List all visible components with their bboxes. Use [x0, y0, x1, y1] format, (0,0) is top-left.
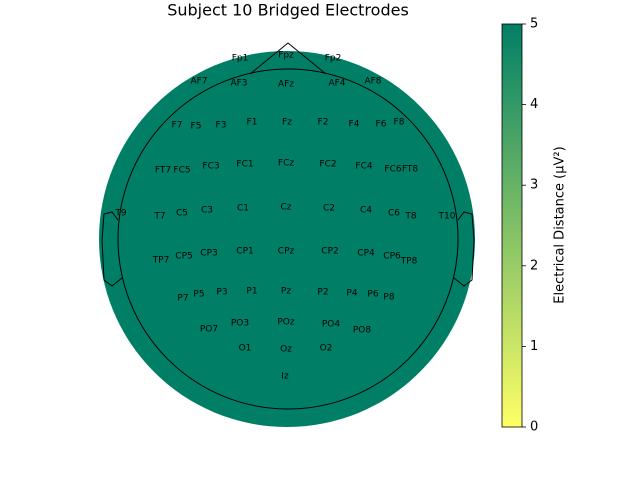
electrode-label: AFz: [278, 80, 294, 90]
electrode-label: Pz: [281, 287, 291, 297]
colorbar: [501, 23, 523, 428]
electrode-label: T9: [114, 209, 126, 219]
electrode-label: FT8: [402, 165, 419, 175]
electrode-label: CP3: [200, 249, 217, 259]
electrode-label: FT7: [155, 166, 171, 176]
electrode-label: C1: [237, 204, 249, 214]
electrode-label: F3: [216, 121, 227, 131]
electrode-label: T7: [153, 212, 165, 222]
colorbar-tick-label: 3: [530, 178, 538, 193]
electrode-label: PO3: [231, 319, 249, 329]
electrode-label: CP2: [321, 247, 338, 257]
electrode-label: CP5: [175, 252, 192, 262]
electrode-label: CPz: [278, 247, 295, 257]
colorbar-tick-label: 1: [530, 339, 538, 354]
electrode-label: Fp1: [232, 54, 249, 64]
electrode-label: O1: [239, 344, 252, 354]
nose: [249, 42, 327, 75]
colorbar-tick-label: 2: [530, 258, 538, 273]
electrode-label: F5: [191, 122, 202, 132]
electrode-label: F2: [318, 118, 329, 128]
chart-title: Subject 10 Bridged Electrodes: [167, 1, 409, 20]
electrode-label: FC5: [173, 166, 190, 176]
electrode-label: FC4: [355, 162, 372, 172]
electrode-label: CP1: [236, 247, 253, 257]
electrode-label: P2: [317, 288, 328, 298]
colorbar-label: Electrical Distance (μV²): [553, 146, 568, 303]
electrode-label: F6: [376, 120, 387, 130]
electrode-label: P1: [246, 287, 257, 297]
electrode-label: P8: [383, 293, 394, 303]
electrode-label: F7: [172, 121, 183, 131]
electrode-label: FCz: [278, 159, 294, 169]
right-ear: [453, 211, 475, 287]
electrode-label: PO7: [200, 325, 218, 335]
electrode-label: P5: [193, 290, 204, 300]
electrode-label: FC2: [319, 160, 336, 170]
electrode-label: T8: [404, 212, 416, 222]
electrode-label: C2: [323, 204, 335, 214]
electrode-label: C6: [388, 209, 400, 219]
electrode-label: AF3: [230, 79, 247, 89]
electrode-label: POz: [277, 318, 295, 328]
electrode-label: Fp2: [325, 54, 342, 64]
electrode-label: F1: [247, 118, 258, 128]
electrode-label: P7: [177, 294, 188, 304]
electrode-label: C5: [176, 209, 188, 219]
electrode-label: T10: [438, 212, 456, 222]
electrode-label: P4: [346, 289, 357, 299]
electrode-label: Cz: [280, 203, 291, 213]
left-ear: [101, 211, 123, 287]
electrode-label: FC1: [236, 160, 253, 170]
electrode-label: TP7: [152, 256, 170, 266]
electrode-label: FC6: [384, 165, 401, 175]
electrode-label: P3: [216, 288, 227, 298]
head-outline: [117, 68, 459, 410]
electrode-label: C3: [201, 206, 213, 216]
electrode-label: Fpz: [278, 51, 294, 61]
electrode-label: FC3: [202, 162, 219, 172]
electrode-label: C4: [360, 206, 372, 216]
electrode-label: O2: [320, 344, 333, 354]
electrode-label: AF8: [364, 77, 381, 87]
colorbar-tick-label: 0: [530, 420, 538, 435]
electrode-label: PO4: [322, 320, 341, 330]
electrode-label: TP8: [400, 257, 418, 267]
electrode-label: AF4: [328, 79, 345, 89]
electrode-label: P6: [367, 290, 378, 300]
colorbar-tick-label: 5: [530, 17, 538, 32]
electrode-label: F4: [349, 120, 360, 130]
electrode-label: Fz: [282, 118, 292, 128]
electrode-label: Iz: [281, 372, 289, 382]
colorbar-tick-label: 4: [530, 97, 538, 112]
head-field: [99, 51, 475, 427]
head: Fp1 Fpz Fp2 AF7 AF3 AFz AF4 AF8 F7 F5 F3 F1 Fz F2 F4 F6…: [99, 42, 475, 427]
electrode-label: F8: [394, 118, 405, 128]
electrode-label: PO8: [353, 326, 372, 336]
electrode-label: CP4: [357, 249, 375, 259]
electrode-label: Oz: [280, 345, 292, 355]
electrode-label: AF7: [190, 77, 207, 87]
electrode-label: CP6: [383, 252, 401, 262]
